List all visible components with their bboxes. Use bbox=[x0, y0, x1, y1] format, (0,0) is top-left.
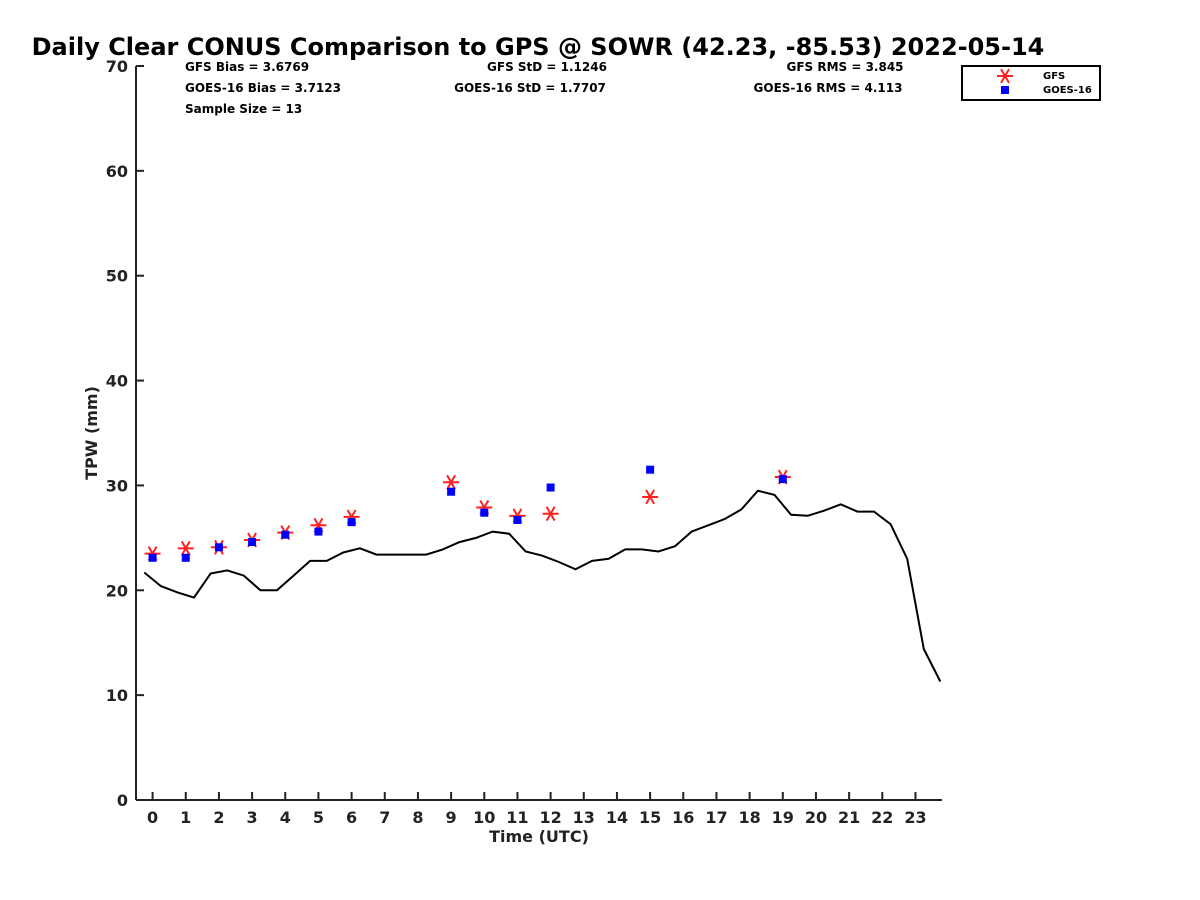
x-tick-label: 7 bbox=[379, 808, 390, 827]
x-tick-label: 12 bbox=[539, 808, 561, 827]
gps-line bbox=[143, 489, 942, 682]
x-tick-label: 13 bbox=[573, 808, 595, 827]
gfs-point bbox=[177, 540, 194, 556]
x-ticks: 0 1 2 3 4 5 6 7 8 9 10 11 12 13 14 15 16 17 18 19 20 21 22 23 bbox=[147, 792, 927, 827]
legend-gfs-marker bbox=[997, 68, 1013, 84]
x-tick-label: 5 bbox=[313, 808, 324, 827]
stat-gfs-rms: GFS RMS = 3.845 bbox=[786, 60, 903, 74]
x-tick-label: 3 bbox=[247, 808, 258, 827]
goes-point bbox=[513, 516, 522, 525]
stat-goes-std: GOES-16 StD = 1.7707 bbox=[454, 81, 606, 95]
stat-gfs-bias: GFS Bias = 3.6769 bbox=[185, 60, 309, 74]
x-tick-label: 23 bbox=[904, 808, 926, 827]
y-tick-label: 10 bbox=[106, 686, 128, 705]
y-tick-label: 0 bbox=[117, 791, 128, 810]
legend-box bbox=[961, 65, 1101, 101]
y-tick-label: 70 bbox=[106, 57, 128, 76]
goes-point bbox=[214, 543, 223, 552]
x-tick-label: 1 bbox=[180, 808, 191, 827]
legend: GFS GOES-16 bbox=[961, 65, 1101, 101]
legend-gfs-label: GFS bbox=[1043, 71, 1065, 82]
marker-stroke bbox=[180, 540, 191, 556]
plot-area bbox=[143, 465, 942, 682]
legend-goes-label: GOES-16 bbox=[1043, 85, 1092, 96]
stat-goes-bias: GOES-16 Bias = 3.7123 bbox=[185, 81, 341, 95]
goes-point bbox=[447, 487, 456, 496]
x-tick-label: 22 bbox=[871, 808, 893, 827]
goes-point bbox=[778, 475, 787, 484]
goes-point bbox=[148, 553, 157, 562]
x-tick-label: 11 bbox=[506, 808, 528, 827]
goes-point bbox=[480, 508, 489, 517]
goes-point bbox=[314, 527, 323, 536]
x-tick-label: 0 bbox=[147, 808, 158, 827]
x-tick-label: 18 bbox=[738, 808, 760, 827]
marker-stroke bbox=[446, 474, 456, 490]
y-tick-label: 60 bbox=[106, 162, 128, 181]
stat-gfs-std: GFS StD = 1.1246 bbox=[487, 60, 607, 74]
gfs-point bbox=[642, 489, 659, 505]
y-tick-label: 40 bbox=[106, 372, 128, 391]
goes-point bbox=[248, 538, 257, 547]
x-tick-label: 2 bbox=[213, 808, 224, 827]
goes-point bbox=[646, 465, 655, 474]
stat-goes-rms: GOES-16 RMS = 4.113 bbox=[754, 81, 903, 95]
x-tick-label: 10 bbox=[473, 808, 495, 827]
marker-stroke bbox=[645, 489, 655, 505]
x-tick-label: 14 bbox=[606, 808, 628, 827]
y-axis-label: TPW (mm) bbox=[82, 386, 101, 480]
gfs-point bbox=[542, 506, 559, 522]
x-tick-label: 9 bbox=[446, 808, 457, 827]
x-tick-label: 17 bbox=[705, 808, 727, 827]
x-tick-label: 15 bbox=[639, 808, 661, 827]
x-tick-label: 16 bbox=[672, 808, 694, 827]
stat-sample-size: Sample Size = 13 bbox=[185, 102, 302, 116]
marker-stroke bbox=[545, 506, 556, 522]
y-tick-label: 30 bbox=[106, 476, 128, 495]
gfs-point bbox=[443, 474, 460, 490]
goes-point bbox=[546, 483, 555, 492]
x-tick-label: 4 bbox=[280, 808, 291, 827]
goes-point bbox=[181, 553, 190, 562]
x-tick-label: 21 bbox=[838, 808, 860, 827]
x-tick-label: 8 bbox=[412, 808, 423, 827]
goes-point bbox=[347, 518, 356, 527]
goes-point bbox=[281, 530, 290, 539]
y-tick-label: 50 bbox=[106, 267, 128, 286]
y-ticks: 0 10 20 30 40 50 60 70 bbox=[106, 57, 144, 810]
chart-title: Daily Clear CONUS Comparison to GPS @ SO… bbox=[32, 33, 1045, 61]
y-tick-label: 20 bbox=[106, 581, 128, 600]
legend-goes-marker bbox=[1001, 86, 1009, 94]
x-tick-label: 19 bbox=[772, 808, 794, 827]
x-axis-label: Time (UTC) bbox=[489, 827, 589, 846]
legend-gfs-asterisk bbox=[997, 68, 1013, 84]
x-tick-label: 20 bbox=[805, 808, 827, 827]
x-tick-label: 6 bbox=[346, 808, 357, 827]
marker-stroke bbox=[1000, 68, 1010, 84]
